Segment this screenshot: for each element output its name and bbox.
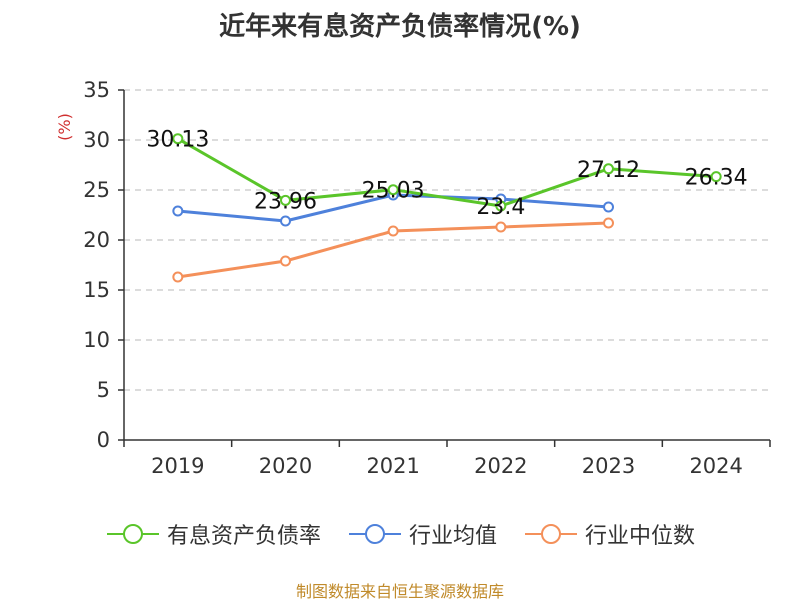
- data-point: [280, 194, 291, 206]
- data-point: [280, 255, 291, 267]
- legend-label: 行业中位数: [585, 524, 696, 549]
- legend-marker-green-icon: [106, 524, 159, 544]
- series-lines: [172, 133, 722, 283]
- data-point: [495, 200, 507, 212]
- data-label: 25.03: [362, 179, 425, 204]
- grid-lines: [124, 89, 770, 391]
- data-label: 27.12: [577, 158, 640, 183]
- legend-item-interest-debt-ratio[interactable]: 有息资产负债率: [105, 518, 321, 550]
- x-tick-label: 2022: [474, 454, 527, 478]
- data-point: [172, 205, 184, 217]
- data-label: 23.96: [254, 189, 317, 214]
- y-axis-unit-label: (%): [55, 113, 74, 141]
- y-tick-label: 20: [83, 228, 110, 252]
- data-label: 26.34: [685, 166, 748, 191]
- data-labels: 30.13 23.96 25.03 23.4 27.12 26.34: [146, 128, 747, 220]
- data-point: [495, 221, 507, 233]
- series-line: [177, 137, 717, 208]
- data-point: [603, 217, 614, 229]
- x-tick-label: 2019: [151, 454, 204, 478]
- chart-title: 近年来有息资产负债率情况(%): [219, 12, 581, 42]
- data-point: [603, 201, 614, 213]
- data-point: [172, 133, 184, 145]
- data-point: [387, 225, 399, 237]
- axes: 0 5 10 15 20 25 30 35 2019 2020 2021 2022 2023 2024: [83, 78, 771, 478]
- legend-label: 有息资产负债率: [166, 524, 321, 549]
- x-tick-label: 2021: [366, 454, 419, 478]
- data-point: [603, 163, 614, 175]
- x-tick-label: 2024: [689, 454, 742, 478]
- y-tick-label: 30: [83, 128, 110, 152]
- y-tick-label: 25: [83, 178, 110, 202]
- y-tick-label: 5: [97, 378, 110, 402]
- data-label: 30.13: [146, 128, 209, 153]
- y-tick-label: 10: [83, 328, 110, 352]
- data-point: [280, 215, 291, 227]
- data-point: [172, 271, 184, 283]
- legend-marker-blue-icon: [348, 524, 401, 544]
- data-label: 23.4: [476, 195, 525, 220]
- y-tick-label: 15: [83, 278, 110, 302]
- legend-item-industry-median[interactable]: 行业中位数: [523, 518, 695, 550]
- legend: 有息资产负债率 行业均值 行业中位数: [0, 518, 800, 550]
- legend-item-industry-average[interactable]: 行业均值: [347, 518, 497, 550]
- y-tick-label: 0: [97, 428, 110, 452]
- y-tick-label: 35: [83, 78, 110, 102]
- x-tick-label: 2020: [259, 454, 312, 478]
- data-point: [710, 171, 722, 183]
- x-tick-label: 2023: [582, 454, 635, 478]
- legend-marker-orange-icon: [525, 524, 577, 544]
- data-point: [387, 184, 399, 196]
- legend-label: 行业均值: [408, 524, 497, 549]
- source-note: 制图数据来自恒生聚源数据库: [295, 582, 504, 601]
